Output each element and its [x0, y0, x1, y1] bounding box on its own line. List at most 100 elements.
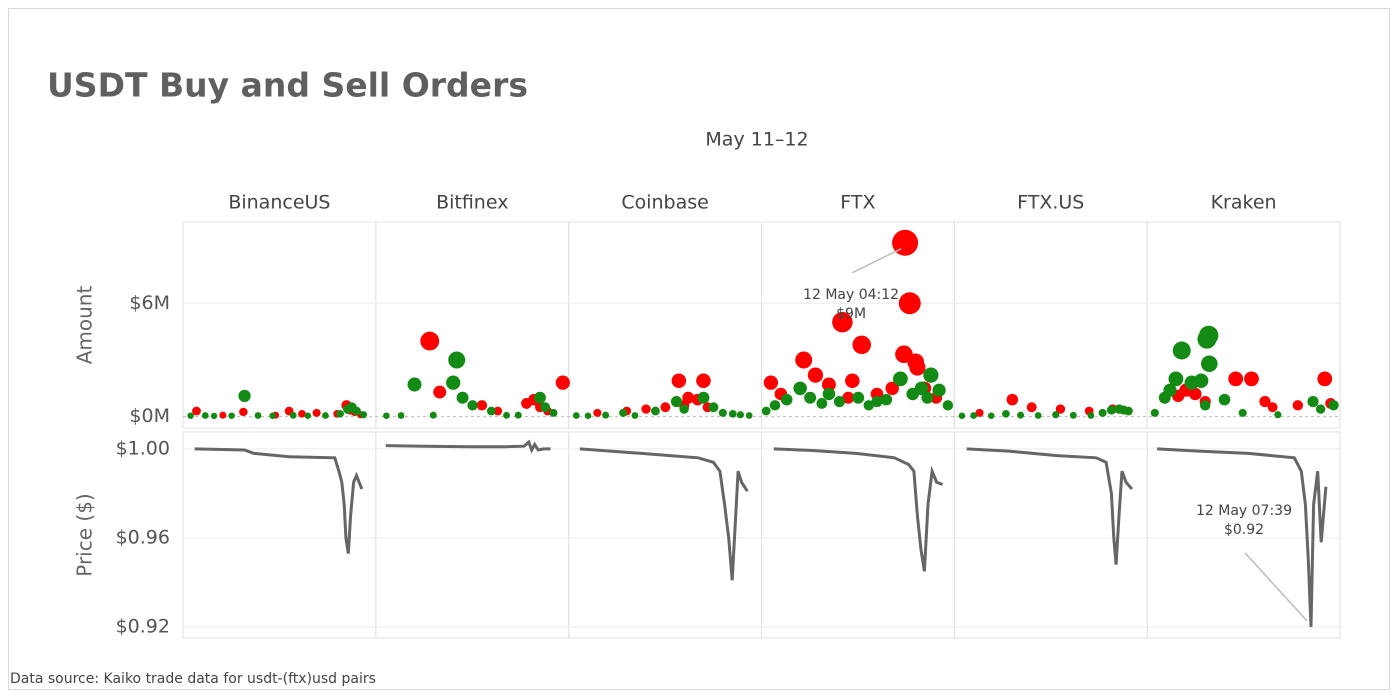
buy-bubble: [670, 395, 683, 408]
buy-bubble: [322, 412, 329, 419]
buy-bubble: [304, 412, 312, 419]
buy-bubble: [958, 412, 966, 419]
buy-bubble: [503, 411, 510, 419]
buy-bubble: [1069, 411, 1077, 419]
buy-bubble: [336, 409, 344, 418]
buy-bubble: [1124, 406, 1133, 416]
buy-bubble: [1163, 383, 1177, 397]
buy-bubble: [584, 412, 592, 419]
panel-title: Kraken: [1211, 192, 1277, 214]
buy-bubble: [1238, 408, 1247, 417]
buy-bubble: [238, 389, 251, 403]
buy-bubble: [467, 400, 478, 411]
sell-bubble: [192, 406, 201, 416]
panel-title: Coinbase: [621, 192, 709, 214]
buy-bubble: [1172, 341, 1191, 360]
buy-bubble: [718, 408, 727, 417]
sell-bubble: [852, 335, 871, 355]
annotation-text: 12 May 07:39: [1196, 503, 1292, 519]
buy-bubble: [397, 412, 405, 419]
buy-bubble: [780, 393, 793, 406]
buy-bubble: [932, 383, 946, 397]
buy-bubble: [359, 411, 368, 419]
buy-bubble: [289, 411, 297, 419]
sell-bubble: [593, 408, 602, 417]
sell-bubble: [682, 391, 695, 404]
buy-bubble: [486, 406, 496, 416]
sell-bubble: [1244, 371, 1259, 387]
buy-bubble: [514, 411, 522, 419]
sell-bubble: [239, 407, 248, 417]
buy-bubble: [761, 406, 771, 416]
buy-bubble: [631, 412, 639, 419]
chart-title: USDT Buy and Sell Orders: [47, 66, 528, 105]
buy-bubble: [816, 398, 828, 409]
sell-bubble: [1006, 393, 1019, 406]
y-axis-title: Amount: [73, 286, 97, 365]
buy-bubble: [745, 412, 753, 419]
buy-bubble: [572, 412, 580, 419]
buy-bubble: [822, 387, 836, 401]
buy-bubble: [1307, 395, 1319, 408]
sell-bubble: [898, 292, 921, 315]
sell-bubble: [219, 411, 227, 419]
sell-bubble: [1228, 371, 1244, 387]
sell-bubble: [832, 311, 853, 333]
sell-bubble: [433, 385, 447, 399]
sell-bubble: [1055, 404, 1066, 414]
buy-bubble: [736, 411, 744, 419]
buy-bubble: [921, 391, 934, 404]
buy-bubble: [871, 395, 883, 408]
buy-bubble: [269, 412, 276, 419]
buy-bubble: [728, 409, 737, 418]
sell-bubble: [1259, 395, 1271, 408]
buy-bubble: [1034, 412, 1042, 419]
chart-subtitle: May 11–12: [705, 129, 808, 151]
buy-bubble: [970, 412, 978, 419]
sell-bubble: [660, 402, 671, 413]
buy-bubble: [619, 408, 628, 417]
frame: [8, 8, 1390, 690]
sell-bubble: [842, 391, 855, 404]
buy-bubble: [769, 400, 781, 411]
buy-bubble: [602, 411, 610, 419]
buy-bubble: [987, 412, 995, 419]
buy-bubble: [228, 412, 235, 419]
annotation-arrow: [851, 248, 902, 274]
buy-bubble: [1328, 400, 1339, 411]
buy-bubble: [1274, 411, 1282, 419]
panel-title: FTX: [840, 192, 875, 214]
buy-bubble: [201, 412, 209, 419]
source-note: Data source: Kaiko trade data for usdt-(…: [10, 671, 376, 687]
buy-bubble: [893, 371, 908, 387]
buy-bubble: [1098, 408, 1107, 417]
buy-bubble: [1218, 393, 1231, 406]
buy-bubble: [1193, 373, 1209, 389]
buy-bubble: [708, 402, 719, 413]
sell-bubble: [1267, 402, 1278, 413]
buy-bubble: [254, 412, 262, 419]
sell-bubble: [1317, 371, 1333, 387]
buy-bubble: [923, 367, 939, 383]
buy-bubble: [852, 391, 865, 404]
buy-bubble: [448, 351, 466, 369]
buy-bubble: [1201, 355, 1218, 373]
price-line: [1157, 447, 1328, 627]
panel-frame: [1146, 221, 1341, 429]
buy-bubble: [446, 375, 461, 390]
sell-bubble: [671, 373, 687, 389]
y-tick-label: $0.96: [116, 526, 170, 548]
sell-bubble: [821, 377, 836, 392]
buy-bubble: [456, 391, 469, 404]
buy-bubble: [679, 404, 689, 414]
sell-bubble: [1188, 387, 1202, 401]
sell-bubble: [641, 404, 651, 414]
buy-bubble: [833, 395, 846, 408]
buy-bubble: [1199, 325, 1219, 346]
sell-bubble: [845, 373, 860, 389]
buy-bubble: [352, 406, 361, 416]
buy-bubble: [697, 391, 710, 404]
sell-bubble: [312, 408, 321, 417]
y-tick-label: $0M: [129, 405, 170, 427]
